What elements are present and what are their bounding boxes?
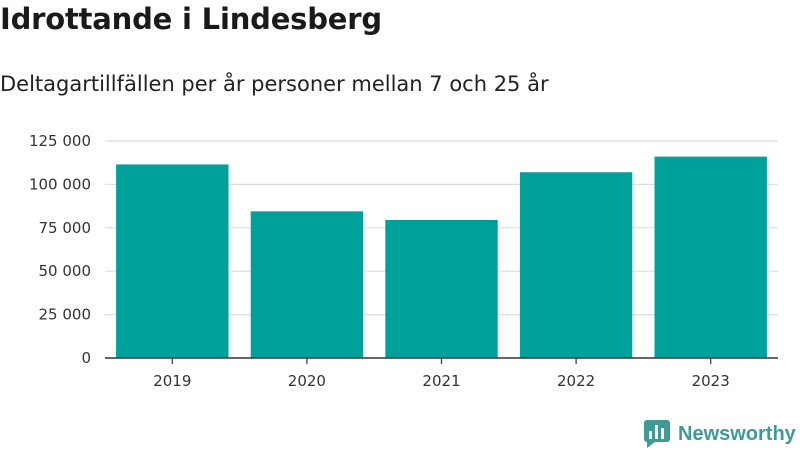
x-tick-label: 2021	[422, 372, 460, 390]
chart-subtitle: Deltagartillfällen per år personer mella…	[0, 72, 549, 96]
chart-title: Idrottande i Lindesberg	[0, 2, 382, 36]
x-tick-label: 2022	[557, 372, 595, 390]
bar-2020	[250, 211, 364, 358]
y-axis-ticks: 0 25 000 50 000 75 000 100 000 125 000	[29, 132, 91, 367]
y-tick-label: 0	[81, 349, 91, 367]
bar-2019	[116, 164, 229, 358]
bar-2023	[654, 156, 767, 358]
y-tick-label: 50 000	[39, 262, 92, 280]
y-tick-label: 25 000	[39, 306, 92, 324]
x-axis-ticks: 2019 2020 2021 2022 2023	[153, 358, 730, 390]
x-tick-label: 2023	[692, 372, 730, 390]
y-tick-label: 75 000	[39, 219, 92, 237]
newsworthy-logo-icon	[644, 420, 670, 448]
newsworthy-logo: Newsworthy	[644, 420, 796, 448]
y-tick-label: 100 000	[29, 175, 91, 193]
bar-2022	[519, 172, 633, 358]
x-tick-label: 2019	[153, 372, 191, 390]
x-tick-label: 2020	[288, 372, 326, 390]
y-tick-label: 125 000	[29, 132, 91, 150]
bar-2021	[385, 219, 498, 358]
bars	[116, 156, 767, 358]
newsworthy-logo-text: Newsworthy	[678, 422, 796, 445]
